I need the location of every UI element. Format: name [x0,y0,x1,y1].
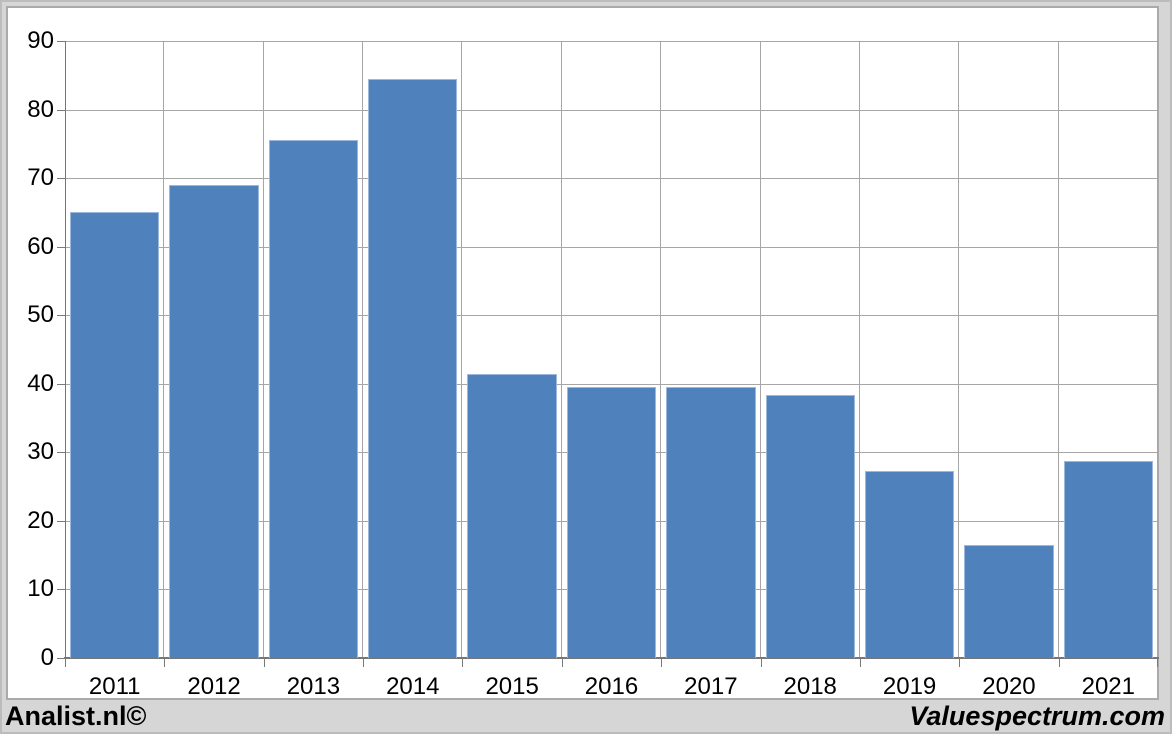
y-axis-label: 60 [27,232,54,260]
x-axis-tick [65,658,66,667]
gridline-horizontal [65,109,1158,111]
gridline-vertical [660,41,661,658]
x-axis-tick [264,658,265,667]
gridline-horizontal [65,383,1158,385]
gridline-vertical [263,41,264,658]
footer-left-brand: Analist.nl© [5,701,147,731]
gridline-vertical [1058,41,1059,658]
x-axis-label: 2020 [982,673,1036,700]
y-axis-tick [57,452,65,454]
gridline-vertical [561,41,562,658]
bar-2015 [467,373,557,658]
bar-2016 [566,387,657,658]
y-axis-label: 20 [27,506,54,534]
y-axis-label: 90 [27,27,54,54]
y-axis-labels: 0 10 20 30 40 50 60 70 80 90 [8,28,54,671]
y-axis-label: 70 [27,164,54,192]
bar-2018 [765,395,855,658]
gridline-horizontal [65,246,1158,248]
bar-2014 [368,79,458,658]
gridline-vertical [958,41,959,658]
y-axis-tick [57,315,65,317]
x-axis-label: 2016 [584,673,639,700]
x-axis-tick [164,658,165,667]
chart-panel: 0 10 20 30 40 50 60 70 80 90 2011 2012 2013 2014 2015… [6,6,1159,700]
y-axis-label: 50 [27,301,54,329]
x-axis-label: 2012 [187,673,241,700]
gridline-horizontal [65,41,1158,42]
y-axis-label: 40 [27,369,54,397]
gridline-vertical [859,41,860,658]
x-axis-label: 2018 [783,673,837,700]
y-axis-label: 10 [27,575,54,603]
x-axis-label: 2017 [684,673,738,700]
x-axis-label: 2019 [882,673,937,700]
gridline-vertical [1157,41,1158,658]
x-axis-label: 2015 [485,673,539,700]
gridline-vertical [362,41,363,658]
y-axis-tick [57,109,65,111]
x-axis-label: 2013 [286,673,341,700]
y-axis-label: 80 [27,95,54,123]
x-axis-tick [761,658,762,667]
bar-2012 [169,184,259,658]
x-axis-label: 2014 [386,673,440,700]
x-axis-tick [462,658,463,667]
y-axis-tick [57,520,65,522]
bar-2021 [1063,461,1154,658]
x-axis-labels: 2011 2012 2013 2014 2015 2016 2017 2018 2019 2020… [65,672,1158,704]
gridline-vertical [163,41,164,658]
footer-right-brand: Valuespectrum.com [909,701,1165,731]
y-axis-label: 30 [27,438,54,466]
bar-2020 [964,544,1054,658]
footer-bar: Analist.nl© Valuespectrum.com [0,700,1172,734]
y-axis-tick [57,178,65,180]
x-axis-line [64,657,1159,659]
gridline-vertical [461,41,462,658]
y-axis-label: 0 [40,644,54,671]
bar-2017 [666,387,756,658]
x-axis-label: 2011 [88,673,141,700]
x-axis-tick [1059,658,1060,667]
bar-2019 [864,470,955,658]
plot-area [57,41,1159,667]
x-axis-tick [562,658,563,667]
x-axis-tick [661,658,662,667]
x-axis-tick [959,658,960,667]
y-axis-line [65,41,66,658]
x-axis-tick [1157,658,1158,667]
bar-2013 [268,140,359,658]
gridline-vertical [760,41,761,658]
y-axis-tick [57,246,65,248]
x-axis-label: 2021 [1081,673,1135,700]
bar-2011 [69,212,160,658]
y-axis-tick [57,589,65,591]
y-axis-tick [57,383,65,385]
gridline-horizontal [65,315,1158,317]
gridline-horizontal [65,178,1158,180]
y-axis-tick [57,658,65,659]
y-axis-tick [57,41,65,42]
x-axis-tick [363,658,364,667]
x-axis-tick [860,658,861,667]
